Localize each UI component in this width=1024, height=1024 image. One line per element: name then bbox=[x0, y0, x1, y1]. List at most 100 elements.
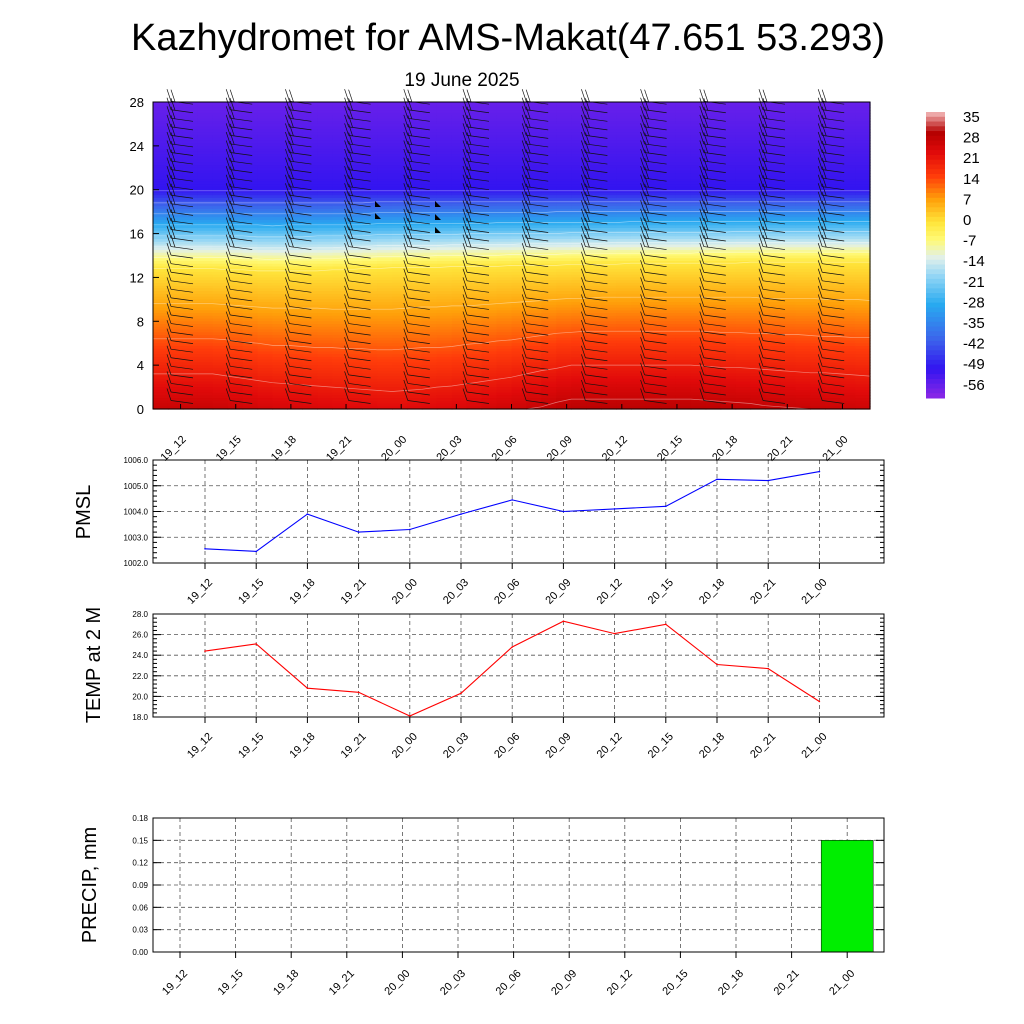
heat-cell bbox=[257, 211, 274, 215]
heat-cell bbox=[272, 367, 289, 372]
heat-cell bbox=[406, 110, 423, 114]
heat-cell bbox=[526, 384, 542, 388]
heat-cell bbox=[690, 200, 707, 205]
heat-cell bbox=[257, 288, 274, 292]
heat-cell bbox=[481, 170, 498, 174]
heat-cell bbox=[481, 367, 498, 372]
heat-cell bbox=[556, 137, 572, 141]
heat-cell bbox=[586, 170, 602, 174]
heat-cell bbox=[242, 154, 259, 158]
heat-cell bbox=[616, 365, 632, 369]
heat-cell bbox=[182, 299, 199, 303]
heat-cell bbox=[212, 208, 229, 213]
heat-cell bbox=[466, 318, 483, 322]
heat-cell bbox=[481, 285, 498, 289]
heat-cell bbox=[511, 354, 528, 358]
heat-cell bbox=[601, 326, 617, 331]
heat-cell bbox=[257, 126, 274, 131]
heat-cell bbox=[511, 203, 528, 207]
heat-cell bbox=[795, 173, 811, 177]
heat-cell bbox=[257, 296, 274, 300]
heat-cell bbox=[197, 376, 214, 380]
heat-cell bbox=[167, 302, 184, 306]
heat-cell bbox=[257, 280, 274, 284]
heat-cell bbox=[167, 376, 184, 380]
heat-cell bbox=[705, 315, 722, 320]
heat-cell bbox=[182, 324, 199, 328]
heat-cell bbox=[257, 239, 274, 243]
heat-cell bbox=[272, 233, 289, 237]
heat-cell bbox=[436, 389, 453, 394]
heat-cell bbox=[197, 258, 214, 262]
heat-cell bbox=[750, 365, 767, 369]
heat-cell bbox=[511, 244, 528, 248]
heat-cell bbox=[571, 373, 587, 377]
heat-cell bbox=[332, 400, 348, 405]
heat-cell bbox=[481, 356, 498, 361]
heat-cell bbox=[421, 329, 438, 333]
heat-cell bbox=[660, 123, 677, 128]
heat-cell bbox=[571, 250, 587, 254]
heat-cell bbox=[421, 315, 438, 320]
heat-cell bbox=[660, 112, 677, 117]
heat-cell bbox=[750, 186, 767, 191]
heat-cell bbox=[392, 137, 408, 141]
heat-cell bbox=[272, 384, 289, 388]
heat-cell bbox=[392, 217, 408, 221]
heat-cell bbox=[167, 310, 184, 314]
heat-cell bbox=[392, 184, 408, 188]
heat-cell bbox=[750, 332, 767, 336]
heat-cell bbox=[466, 239, 483, 243]
heat-cell bbox=[511, 252, 528, 257]
heat-cell bbox=[257, 263, 274, 268]
heat-cell bbox=[377, 195, 393, 199]
heat-cell bbox=[406, 206, 423, 210]
heat-cell bbox=[660, 356, 677, 361]
heat-cell bbox=[182, 356, 199, 361]
heat-cell bbox=[720, 345, 737, 350]
heat-cell bbox=[735, 304, 752, 309]
heat-cell bbox=[645, 387, 662, 391]
heat-cell bbox=[645, 274, 662, 279]
heat-cell bbox=[332, 250, 348, 254]
heat-cell bbox=[153, 334, 169, 339]
heat-cell bbox=[153, 151, 169, 155]
heat-cell bbox=[690, 203, 707, 207]
heat-cell bbox=[317, 269, 333, 273]
heat-cell bbox=[317, 304, 333, 309]
heat-cell bbox=[690, 107, 707, 111]
heat-cell bbox=[645, 315, 662, 320]
heat-cell bbox=[392, 406, 408, 410]
heat-cell bbox=[406, 304, 423, 309]
heat-cell bbox=[750, 354, 767, 358]
heat-cell bbox=[466, 123, 483, 128]
heat-cell bbox=[526, 115, 542, 120]
heat-cell bbox=[780, 326, 796, 331]
heat-cell bbox=[616, 274, 632, 279]
heat-cell bbox=[421, 293, 438, 298]
heat-cell bbox=[511, 304, 528, 309]
heat-cell bbox=[406, 181, 423, 185]
heat-cell bbox=[795, 236, 811, 240]
heat-cell bbox=[481, 329, 498, 333]
heat-cell bbox=[660, 296, 677, 300]
heat-cell bbox=[720, 255, 737, 259]
heat-cell bbox=[645, 269, 662, 273]
heat-cell bbox=[362, 159, 378, 163]
heat-cell bbox=[421, 282, 438, 287]
heat-cell bbox=[720, 282, 737, 287]
heat-cell bbox=[720, 134, 737, 139]
heat-cell bbox=[810, 244, 826, 248]
heat-cell bbox=[571, 244, 587, 248]
heat-cell bbox=[302, 345, 318, 350]
heat-cell bbox=[616, 285, 632, 289]
heat-cell bbox=[302, 189, 318, 194]
heat-cell bbox=[675, 134, 692, 139]
heat-cell bbox=[496, 365, 513, 369]
heat-cell bbox=[526, 340, 542, 344]
heat-cell bbox=[496, 126, 513, 131]
heat-cell bbox=[705, 299, 722, 303]
heat-cell bbox=[302, 348, 318, 353]
heat-cell bbox=[795, 195, 811, 199]
heat-cell bbox=[511, 321, 528, 325]
